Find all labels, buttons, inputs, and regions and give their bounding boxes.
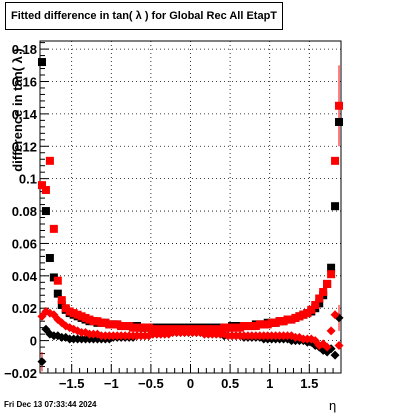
marker-square <box>311 300 320 309</box>
marker-square <box>45 156 54 165</box>
marker-square <box>41 207 50 216</box>
marker-square <box>331 202 340 211</box>
chart-title: Fitted difference in tan( λ ) for Global… <box>10 10 278 22</box>
x-tick-label: −1 <box>104 376 119 391</box>
timestamp-footer: Fri Dec 13 07:33:44 2024 <box>4 400 97 409</box>
marker-square <box>307 305 316 314</box>
y-tick-label: 0.18 <box>12 42 37 57</box>
x-tick-label: 0 <box>187 376 194 391</box>
marker-diamond <box>322 342 332 352</box>
axis-ticks: −1.5 −1 −0.5 0 0.5 1 1.5 −0.02 0 0.02 0.04 0.06 0.08… <box>4 42 342 391</box>
marker-square <box>327 270 336 279</box>
x-tick-label: 1 <box>266 376 273 391</box>
y-tick-label: −0.02 <box>4 366 37 381</box>
x-tick-label: 1.5 <box>300 376 318 391</box>
marker-square <box>331 156 340 165</box>
marker-square <box>335 101 344 110</box>
marker-diamond <box>330 310 340 320</box>
marker-diamond <box>330 350 340 360</box>
marker-diamond <box>326 326 336 336</box>
marker-square <box>327 263 336 272</box>
marker-square <box>323 279 332 288</box>
marker-square <box>53 276 62 285</box>
y-tick-label: 0.08 <box>12 204 37 219</box>
x-tick-label: −1.5 <box>59 376 85 391</box>
marker-square <box>41 185 50 194</box>
data-markers <box>37 58 344 372</box>
marker-diamond <box>334 340 344 350</box>
marker-square <box>37 181 46 190</box>
marker-square <box>319 288 328 297</box>
marker-square <box>53 289 62 298</box>
y-tick-label: 0.16 <box>12 74 37 89</box>
y-tick-label: 0.04 <box>12 269 38 284</box>
y-tick-label: 0.14 <box>12 107 38 122</box>
marker-diamond <box>37 357 47 367</box>
y-tick-label: 0.06 <box>12 236 37 251</box>
y-axis-label: difference in tan( λ ) <box>10 48 25 172</box>
marker-square <box>315 294 324 303</box>
marker-square <box>45 254 54 263</box>
y-tick-label: 0.02 <box>12 301 37 316</box>
y-tick-label: 0 <box>30 334 37 349</box>
x-tick-label: 0.5 <box>221 376 239 391</box>
marker-square <box>335 117 344 126</box>
x-axis-label: η <box>329 398 337 413</box>
marker-square <box>49 224 58 233</box>
marker-square <box>37 58 46 67</box>
title-box: Fitted difference in tan( λ ) for Global… <box>5 2 283 30</box>
y-tick-label: 0.1 <box>19 172 37 187</box>
x-tick-label: −0.5 <box>138 376 164 391</box>
marker-square <box>57 296 66 305</box>
marker-diamond <box>57 318 67 328</box>
y-tick-label: 0.12 <box>12 139 37 154</box>
